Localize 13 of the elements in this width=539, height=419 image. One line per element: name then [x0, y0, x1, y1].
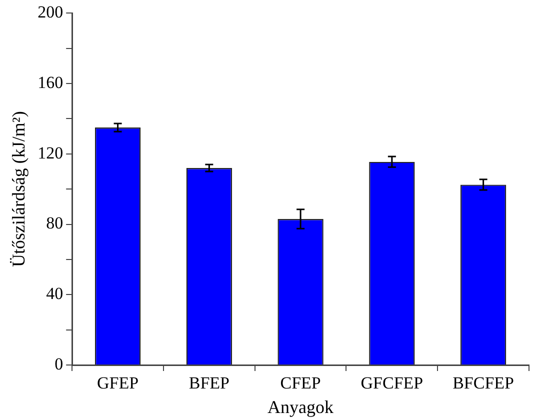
x-tick-label: GFEP	[97, 374, 139, 393]
x-tick-label: CFEP	[280, 374, 321, 393]
y-tick-label: 120	[38, 143, 64, 162]
x-tick-label: BFEP	[188, 374, 230, 393]
x-axis-title: Anyagok	[268, 396, 334, 417]
x-tick-label: BFCFEP	[452, 374, 514, 393]
y-tick-label: 80	[46, 214, 64, 233]
y-axis-title: Ütőszilárdság (kJ/m²)	[8, 111, 29, 268]
y-tick-label: 40	[46, 284, 64, 304]
y-tick-label: 200	[38, 2, 64, 22]
y-tick-label: 0	[54, 354, 64, 374]
y-tick-label: 160	[38, 73, 64, 92]
x-tick-label: GFCFEP	[360, 374, 424, 393]
